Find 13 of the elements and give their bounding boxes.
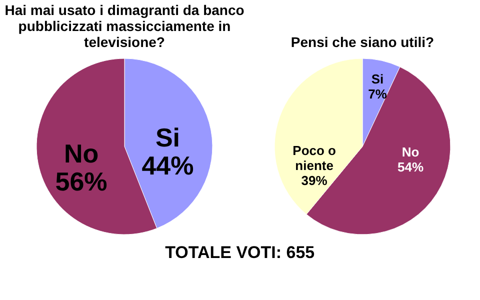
slice-label: Si xyxy=(155,122,180,152)
data-label: 7% xyxy=(368,86,388,102)
data-label: 54% xyxy=(398,160,424,175)
slice-label: Si xyxy=(371,72,384,87)
slice-label: No xyxy=(64,138,99,169)
slice-label: Poco o niente xyxy=(292,143,336,174)
chart-title: Pensi che siano utili? xyxy=(290,34,434,50)
data-label: 39% xyxy=(301,173,328,188)
slice-label: No xyxy=(402,144,420,160)
data-label: 56% xyxy=(55,166,108,197)
text: TOTALE VOTI: 655 xyxy=(165,243,315,262)
chart-title: Hai mai usato i dimagranti da banco pubblicizzati massicciamente in televisione? xyxy=(4,2,244,50)
data-label: 44% xyxy=(142,150,194,180)
